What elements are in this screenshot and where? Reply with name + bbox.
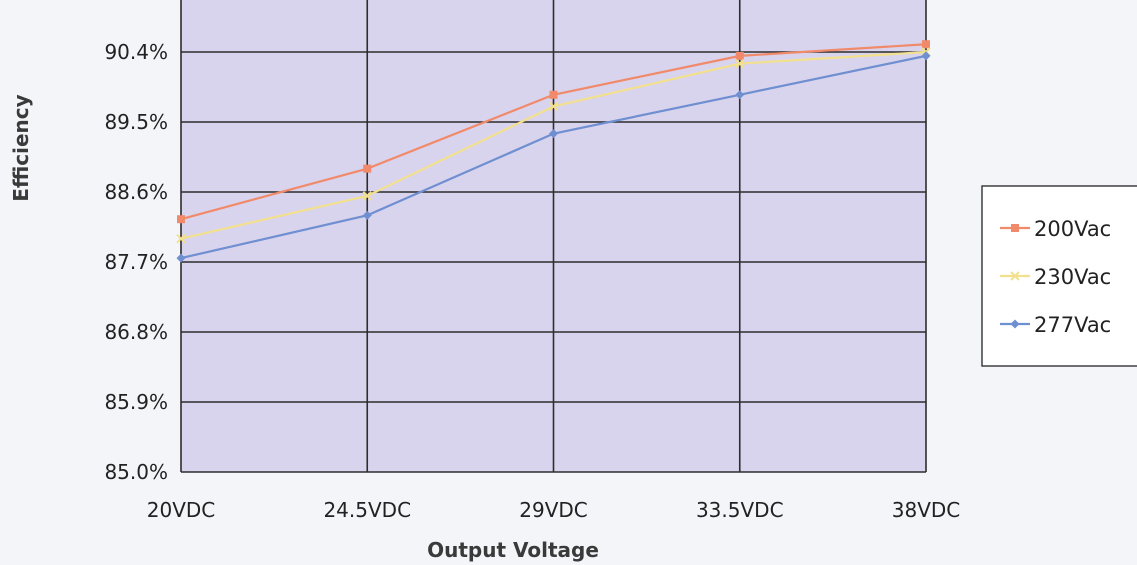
x-axis-title: Output Voltage [427,538,599,562]
data-point [548,101,559,112]
data-point [362,210,372,220]
legend-label: 200Vac [1034,217,1111,241]
legend-marker [1010,319,1020,329]
legend: 200Vac 230Vac 277Vac [981,185,1137,367]
legend-item: 200Vac [1000,217,1111,241]
data-point [177,215,185,224]
grid-lines [180,0,927,473]
series-200Vac [177,40,930,224]
legend-marker [1011,224,1019,232]
data-point [549,129,558,139]
y-axis-title: Efficiency [9,94,33,201]
x-tick-label: 33.5VDC [696,498,784,522]
y-tick-label: 87.7% [104,250,168,274]
y-tick-label: 85.0% [104,460,168,484]
x-tick-label: 29VDC [519,498,588,522]
x-tick-label: 38VDC [892,498,961,522]
y-tick-label: 85.9% [104,390,168,414]
data-point [735,58,745,69]
data-point [362,191,372,201]
x-tick-label: 24.5VDC [323,498,411,522]
data-point [735,90,745,100]
x-tick-label: 20VDC [147,498,216,522]
data-point [549,90,558,99]
legend-label: 277Vac [1034,313,1111,337]
data-point [735,51,744,60]
y-tick-labels: 85.0% 85.9% 86.8% 87.7% 88.6% 89.5% 90.4% [104,40,168,484]
y-tick-label: 88.6% [104,180,168,204]
data-point [176,253,186,263]
x-tick-labels: 20VDC 24.5VDC 29VDC 33.5VDC 38VDC [147,498,961,522]
series-layer [176,40,931,263]
legend-marker [1010,271,1020,281]
series-230Vac [176,47,931,244]
legend-item: 230Vac [1000,265,1111,289]
series-277Vac [176,51,931,263]
data-point [922,40,930,49]
y-tick-label: 89.5% [104,110,168,134]
data-point [176,233,186,244]
y-tick-label: 90.4% [104,40,168,64]
legend-label: 230Vac [1034,265,1111,289]
y-tick-label: 86.8% [104,320,168,344]
legend-item: 277Vac [1000,313,1111,337]
data-point [921,51,931,61]
data-point [363,164,372,173]
